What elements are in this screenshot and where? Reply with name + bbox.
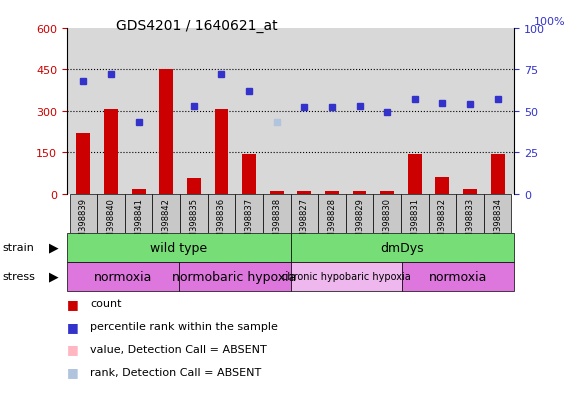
Bar (380, 192, 394, 194)
Text: normoxia: normoxia (94, 270, 152, 283)
Text: dmDys: dmDys (381, 241, 424, 254)
Text: percentile rank within the sample: percentile rank within the sample (90, 321, 278, 331)
Bar (374, 194, 401, 233)
Bar (456, 194, 484, 233)
Text: ■: ■ (67, 297, 78, 310)
Text: GSM398834: GSM398834 (493, 197, 502, 248)
Bar (180, 194, 207, 233)
Text: stress: stress (3, 272, 36, 282)
Text: wild type: wild type (150, 241, 207, 254)
Text: GSM398833: GSM398833 (465, 197, 475, 248)
Text: GSM398835: GSM398835 (189, 197, 198, 248)
Bar (270, 192, 284, 194)
Text: strain: strain (3, 243, 35, 253)
Text: ■: ■ (67, 320, 78, 333)
Y-axis label: 100%: 100% (534, 17, 566, 27)
Bar (207, 194, 235, 233)
Bar (463, 190, 477, 194)
Bar (152, 194, 180, 233)
Text: GSM398831: GSM398831 (410, 197, 419, 248)
Bar (290, 233, 514, 262)
Text: ■: ■ (67, 342, 78, 356)
Bar (346, 194, 374, 233)
Text: GSM398839: GSM398839 (79, 197, 88, 248)
Text: GDS4201 / 1640621_at: GDS4201 / 1640621_at (116, 19, 278, 33)
Bar (179, 262, 290, 291)
Text: GSM398828: GSM398828 (328, 197, 336, 248)
Bar (187, 179, 201, 194)
Bar (242, 154, 256, 194)
Bar (290, 262, 403, 291)
Bar (70, 194, 97, 233)
Text: GSM398840: GSM398840 (106, 197, 116, 248)
Text: GSM398832: GSM398832 (438, 197, 447, 248)
Text: normoxia: normoxia (429, 270, 487, 283)
Bar (159, 70, 173, 194)
Bar (290, 194, 318, 233)
Bar (484, 194, 511, 233)
Bar (429, 194, 456, 233)
Bar (403, 262, 514, 291)
Bar (214, 110, 228, 194)
Bar (104, 110, 118, 194)
Text: GSM398836: GSM398836 (217, 197, 226, 248)
Text: GSM398827: GSM398827 (300, 197, 309, 248)
Bar (77, 133, 90, 194)
Text: GSM398829: GSM398829 (355, 197, 364, 248)
Text: ▶: ▶ (49, 270, 59, 283)
Bar (353, 191, 367, 194)
Text: GSM398841: GSM398841 (134, 197, 143, 248)
Bar (436, 178, 449, 194)
Bar (67, 233, 290, 262)
Text: rank, Detection Call = ABSENT: rank, Detection Call = ABSENT (90, 367, 261, 377)
Bar (125, 194, 152, 233)
Bar (318, 194, 346, 233)
Text: normobaric hypoxia: normobaric hypoxia (173, 270, 297, 283)
Text: GSM398838: GSM398838 (272, 197, 281, 248)
Text: count: count (90, 299, 121, 309)
Bar (408, 154, 422, 194)
Text: ▶: ▶ (49, 241, 59, 254)
Bar (235, 194, 263, 233)
Bar (97, 194, 125, 233)
Bar (263, 194, 290, 233)
Text: GSM398842: GSM398842 (162, 197, 171, 248)
Text: GSM398830: GSM398830 (383, 197, 392, 248)
Text: ■: ■ (67, 365, 78, 378)
Bar (401, 194, 429, 233)
Bar (297, 191, 311, 194)
Text: GSM398837: GSM398837 (245, 197, 253, 248)
Text: chronic hypobaric hypoxia: chronic hypobaric hypoxia (282, 272, 411, 282)
Text: value, Detection Call = ABSENT: value, Detection Call = ABSENT (90, 344, 267, 354)
Bar (325, 192, 339, 194)
Bar (491, 154, 504, 194)
Bar (132, 189, 145, 194)
Bar (67, 262, 179, 291)
